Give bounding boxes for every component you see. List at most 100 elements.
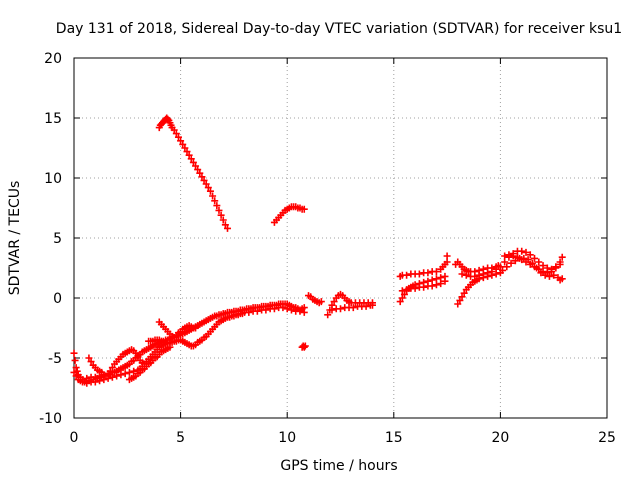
- data-point: [324, 311, 332, 319]
- data-point: [287, 306, 295, 314]
- data-point: [172, 130, 180, 138]
- data-point: [262, 306, 270, 314]
- data-point: [511, 257, 519, 265]
- data-point: [503, 263, 511, 271]
- y-tick-label: -10: [39, 411, 62, 427]
- data-point: [189, 158, 197, 166]
- data-point: [224, 224, 232, 232]
- data-point: [454, 300, 462, 308]
- data-point: [125, 368, 133, 376]
- data-point: [443, 258, 451, 266]
- x-tick-label: 20: [491, 430, 509, 446]
- data-point: [87, 358, 95, 366]
- data-point: [522, 248, 530, 256]
- data-point: [328, 306, 336, 314]
- data-point: [432, 281, 440, 289]
- data-point: [79, 378, 87, 386]
- data-point: [526, 260, 534, 268]
- data-point: [198, 173, 206, 181]
- data-point: [518, 256, 526, 264]
- grid-lines: [74, 58, 607, 418]
- data-point: [398, 294, 406, 302]
- data-point: [70, 368, 78, 376]
- data-point: [194, 166, 202, 174]
- data-point: [501, 258, 509, 266]
- data-point: [415, 270, 423, 278]
- data-point: [179, 140, 187, 148]
- data-point: [283, 305, 291, 313]
- data-point: [535, 265, 543, 273]
- x-axis-label: GPS time / hours: [280, 458, 397, 474]
- data-point: [221, 221, 229, 229]
- data-point: [526, 251, 534, 259]
- data-point: [456, 296, 464, 304]
- data-point: [71, 356, 79, 364]
- data-point: [83, 379, 91, 387]
- data-point: [217, 211, 225, 219]
- data-point: [164, 115, 172, 123]
- x-tick-label: 0: [70, 430, 79, 446]
- data-point: [177, 137, 185, 145]
- x-tick-label: 10: [278, 430, 296, 446]
- data-point: [300, 205, 308, 213]
- data-point: [132, 349, 140, 357]
- data-point: [443, 252, 451, 260]
- y-tick-label: 0: [53, 291, 62, 307]
- data-point: [104, 374, 112, 382]
- data-point: [531, 254, 539, 262]
- data-point: [213, 202, 221, 210]
- data-point: [160, 338, 168, 346]
- x-tick-label: 15: [385, 430, 403, 446]
- data-point: [492, 265, 500, 273]
- chart-title: Day 131 of 2018, Sidereal Day-to-day VTE…: [56, 21, 622, 37]
- data-point: [121, 370, 129, 378]
- data-series-sdtvar: [70, 114, 566, 387]
- data-point: [200, 176, 208, 184]
- data-point: [253, 307, 261, 315]
- data-point: [543, 269, 551, 277]
- data-point: [166, 343, 174, 351]
- data-point: [545, 272, 553, 280]
- data-point: [535, 258, 543, 266]
- data-point: [437, 280, 445, 288]
- data-point: [507, 259, 515, 267]
- data-point: [462, 271, 470, 279]
- data-point: [279, 304, 287, 312]
- data-point: [403, 286, 411, 294]
- data-point: [513, 253, 521, 261]
- data-point: [441, 277, 449, 285]
- data-point: [187, 155, 195, 163]
- data-point: [558, 275, 566, 283]
- y-tick-label: 5: [53, 231, 62, 247]
- data-point: [458, 293, 466, 301]
- data-point: [192, 162, 200, 170]
- y-tick-label: 20: [44, 51, 62, 67]
- data-point: [330, 298, 338, 306]
- data-point: [556, 260, 564, 268]
- data-point: [96, 377, 104, 385]
- data-point: [215, 206, 223, 214]
- data-point: [108, 373, 116, 381]
- data-point: [202, 180, 210, 188]
- data-point: [192, 324, 200, 332]
- data-point: [475, 271, 483, 279]
- data-point: [91, 378, 99, 386]
- data-point: [301, 342, 309, 350]
- data-point: [245, 308, 253, 316]
- y-tick-label: 10: [44, 171, 62, 187]
- data-point: [505, 251, 513, 259]
- data-point: [539, 262, 547, 270]
- data-point: [552, 264, 560, 272]
- x-axis-tick-labels: 0 5 10 15 20 25: [70, 430, 616, 446]
- data-point: [100, 376, 108, 384]
- data-point: [479, 270, 487, 278]
- data-point: [368, 301, 376, 309]
- data-point: [398, 287, 406, 295]
- data-point: [185, 151, 193, 159]
- data-point: [437, 274, 445, 282]
- data-point: [73, 367, 81, 375]
- data-point: [108, 364, 116, 372]
- data-point: [85, 354, 93, 362]
- data-point: [183, 148, 191, 156]
- data-point: [471, 272, 479, 280]
